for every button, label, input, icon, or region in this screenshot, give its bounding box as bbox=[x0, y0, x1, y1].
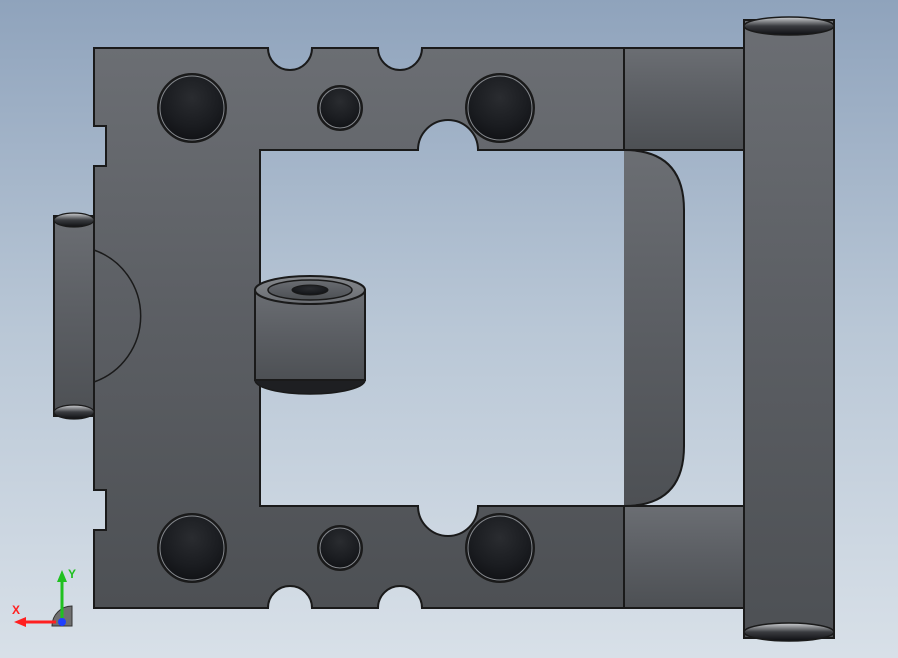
x-axis-icon: X bbox=[12, 603, 56, 627]
z-axis-icon bbox=[58, 618, 66, 626]
y-axis-label: Y bbox=[68, 567, 76, 581]
cad-model-front-view bbox=[0, 0, 898, 658]
right-arm bbox=[624, 48, 744, 608]
right-flange bbox=[744, 17, 834, 641]
center-boss bbox=[255, 276, 365, 394]
view-axis-triad[interactable]: Y X bbox=[12, 566, 92, 646]
x-axis-label: X bbox=[12, 603, 20, 617]
cad-viewport[interactable]: Y X bbox=[0, 0, 898, 658]
